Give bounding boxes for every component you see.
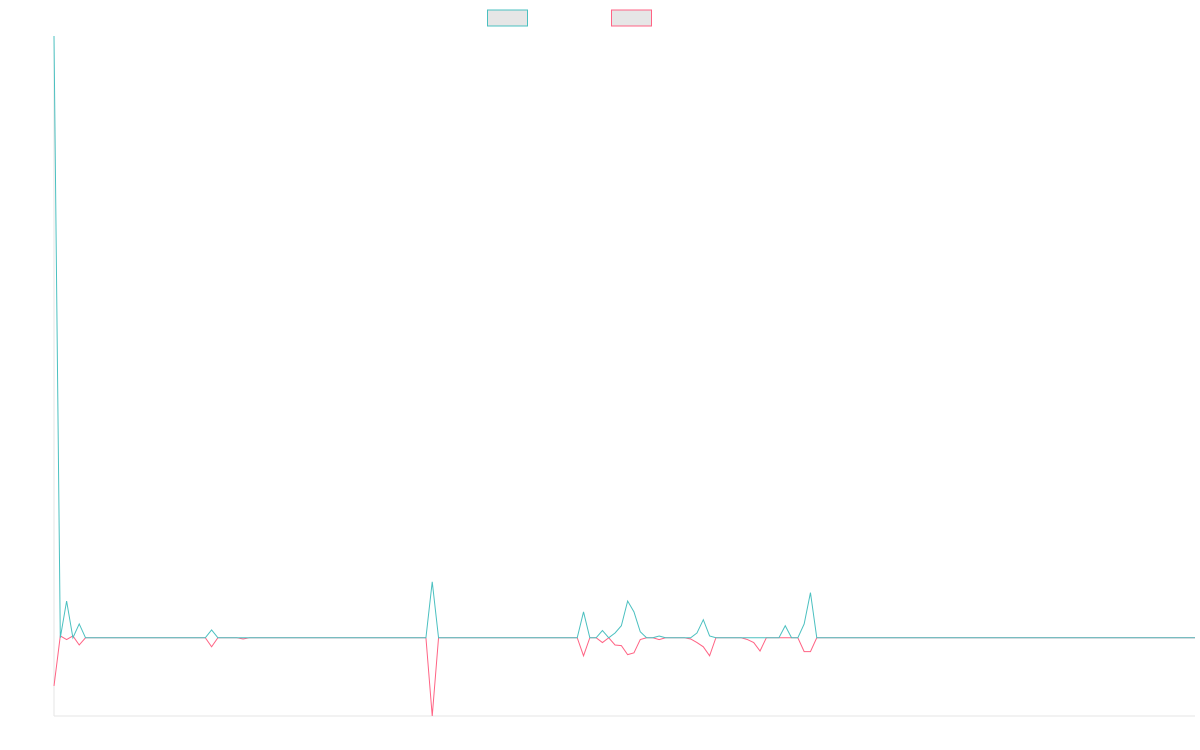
legend-swatch [487, 9, 528, 27]
data-line [53, 635, 1195, 717]
data-line [53, 35, 1195, 640]
legend-swatch [611, 9, 652, 27]
